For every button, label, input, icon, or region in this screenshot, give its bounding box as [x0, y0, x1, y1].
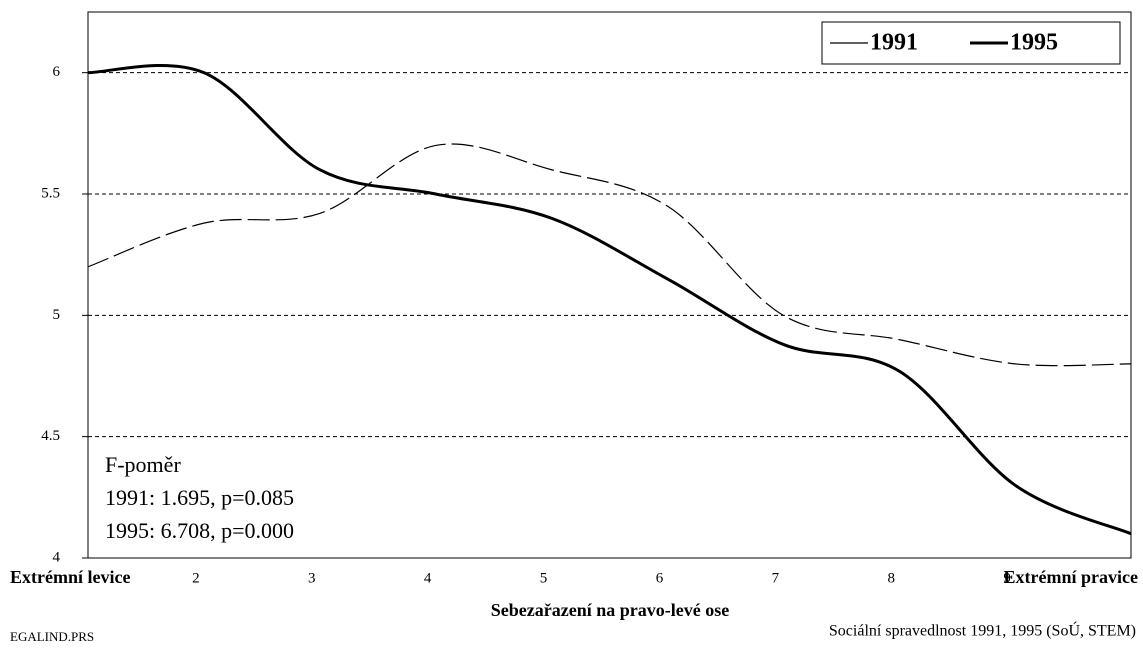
- series-line: [87, 63, 1132, 536]
- x-tick-label: 5: [540, 570, 548, 586]
- x-tick-label: 3: [308, 570, 316, 586]
- x-axis-title: Sebezařazení na pravo-levé ose: [491, 600, 729, 620]
- annotation: 1991: 1.695, p=0.085: [105, 485, 294, 510]
- y-tick-label: 6: [53, 64, 61, 80]
- y-tick-label: 4: [53, 549, 61, 565]
- annotation: F-poměr: [105, 452, 181, 477]
- x-tick-label: 6: [656, 570, 664, 586]
- annotation: 1995: 6.708, p=0.000: [105, 518, 294, 543]
- x-tick-label: 9: [1003, 570, 1011, 586]
- legend-label: 1991: [870, 30, 918, 56]
- plot-frame: [87, 11, 1132, 559]
- legend-label: 1995: [1010, 30, 1058, 56]
- x-tick-label: 7: [772, 570, 780, 586]
- y-tick-label: 4.5: [41, 428, 60, 444]
- footer-left: EGALIND.PRS: [10, 629, 94, 644]
- x-tick-label: Extrémní pravice: [1004, 567, 1138, 587]
- series-line: [87, 143, 1132, 367]
- y-tick-label: 5: [53, 307, 61, 323]
- x-tick-label: 4: [424, 570, 432, 586]
- x-tick-label: 8: [887, 570, 895, 586]
- footer-right: Sociální spravedlnost 1991, 1995 (SoÚ, S…: [829, 621, 1136, 640]
- x-tick-label: Extrémní levice: [10, 567, 130, 587]
- y-tick-label: 5.5: [41, 185, 60, 201]
- x-tick-label: 2: [192, 570, 200, 586]
